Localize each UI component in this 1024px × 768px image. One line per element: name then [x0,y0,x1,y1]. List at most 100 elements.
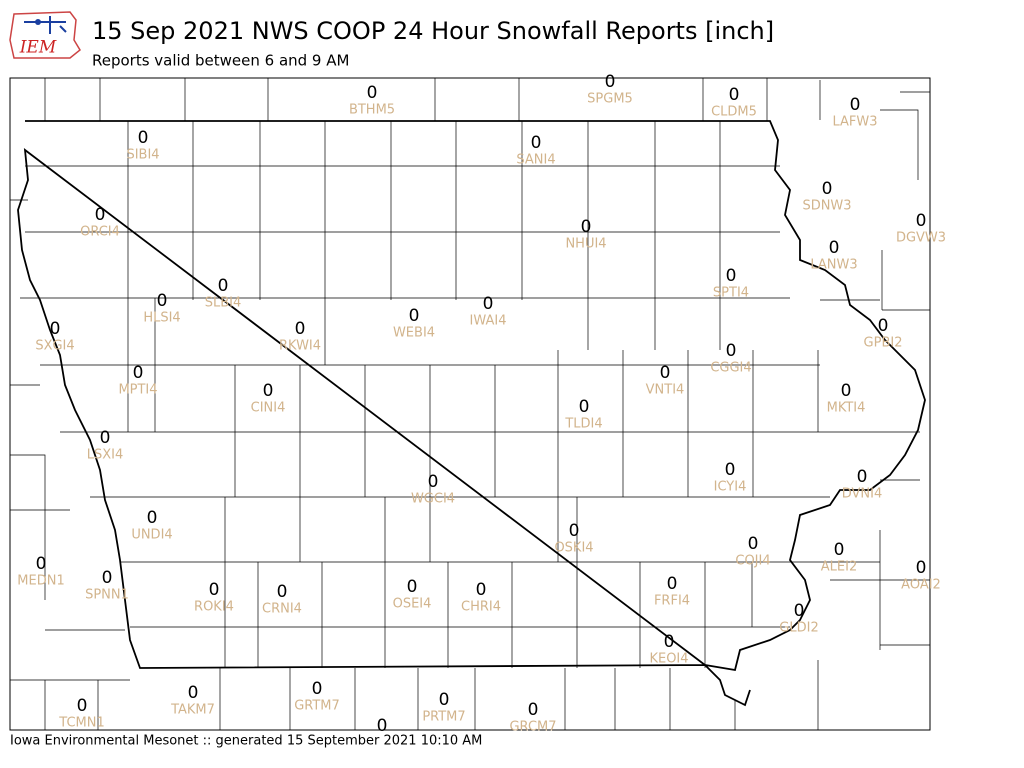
station-id: ALEI2 [821,560,857,575]
map [9,77,931,731]
station-value: 0 [725,460,736,480]
subtitle: Reports valid between 6 and 9 AM [92,52,349,70]
station-value: 0 [209,580,220,600]
station-id: BTHM5 [349,103,395,118]
station-id: CINI4 [251,401,286,416]
station-id: VNTI4 [646,383,685,398]
station-value: 0 [312,679,323,699]
station-id: CHRI4 [461,600,501,615]
station-value: 0 [579,397,590,417]
station-id: ICYI4 [714,480,747,495]
station-id: SIBI4 [126,148,159,163]
station-value: 0 [857,467,868,487]
station-value: 0 [726,266,737,286]
station-value: 0 [409,306,420,326]
station-id: GPBI2 [864,336,903,351]
station-id: PRTM7 [422,710,465,725]
station-id: TAKM7 [170,703,215,718]
station-id: SPTI4 [713,286,749,301]
station-id: SXGI4 [35,339,74,354]
station-value: 0 [841,381,852,401]
station-id: GLDI2 [779,621,818,636]
station-value: 0 [188,683,199,703]
station-id: DGVW3 [896,231,946,246]
station-value: 0 [50,319,61,339]
logo-text: IEM [19,38,57,58]
station-value: 0 [263,381,274,401]
station-value: 0 [581,217,592,237]
station-id: WGCI4 [411,492,455,507]
station-id: TCMN1 [58,716,104,731]
station-id: WEBI4 [393,326,435,341]
station-value: 0 [483,294,494,314]
station-id: SLBI4 [205,296,242,311]
station-id: ROKI4 [194,600,234,615]
station-id: RKWI4 [279,339,321,354]
station-value: 0 [667,574,678,594]
station-value: 0 [138,128,149,148]
station-id: FRFI4 [654,594,690,609]
station-id: CLDM5 [711,105,757,120]
station-value: 0 [528,700,539,720]
station-value: 0 [147,508,158,528]
station-id: DVNI4 [842,487,883,502]
station-value: 0 [729,85,740,105]
station-value: 0 [295,319,306,339]
station-value: 0 [829,238,840,258]
station-id: OSKI4 [554,541,593,556]
logo: IEM [9,11,81,59]
station-id: LSXI4 [87,448,124,463]
station-id: SANI4 [516,153,555,168]
station-value: 0 [748,534,759,554]
station-value: 0 [916,558,927,578]
station-id: UNDI4 [131,528,172,543]
station-id: MKTI4 [827,401,866,416]
station-id: TLDI4 [564,417,602,432]
station-id: HLSI4 [143,311,180,326]
station-id: SDNW3 [802,199,851,214]
station-value: 0 [531,133,542,153]
station-value: 0 [569,521,580,541]
station-value: 0 [157,291,168,311]
station-value: 0 [822,179,833,199]
station-value: 0 [916,211,927,231]
station-id: IWAI4 [470,314,507,329]
station-value: 0 [660,363,671,383]
station-value: 0 [218,276,229,296]
station-id: MEDN1 [17,574,64,589]
station-id: SPGM5 [587,92,633,107]
station-value: 0 [100,428,111,448]
station-value: 0 [439,690,450,710]
station-id: KEOI4 [649,652,688,667]
station-value: 0 [794,601,805,621]
station-id: CGGI4 [710,361,751,376]
station-value: 0 [102,568,113,588]
station-value: 0 [133,363,144,383]
station-value: 0 [834,540,845,560]
station-value: 0 [277,582,288,602]
station-value: 0 [428,472,439,492]
station-value: 0 [664,632,675,652]
station-value: 0 [407,577,418,597]
station-id: COJI4 [735,554,770,569]
station-id: LAFW3 [832,115,877,130]
station-value: 0 [367,83,378,103]
title: 15 Sep 2021 NWS COOP 24 Hour Snowfall Re… [92,17,774,45]
station-id: NHUI4 [565,237,606,252]
station-value: 0 [878,316,889,336]
station-value: 0 [377,716,388,736]
station-id: LANW3 [810,258,857,273]
station-value: 0 [605,72,616,92]
station-value: 0 [476,580,487,600]
station-id: OSEI4 [393,597,432,612]
station-id: SPNN1 [85,588,129,603]
station-id: AOAI2 [901,578,941,593]
station-id: CRNI4 [262,602,302,617]
station-id: GRTM7 [294,699,340,714]
station-id: GRCM7 [509,720,556,735]
station-value: 0 [36,554,47,574]
station-id: MPTI4 [118,383,157,398]
